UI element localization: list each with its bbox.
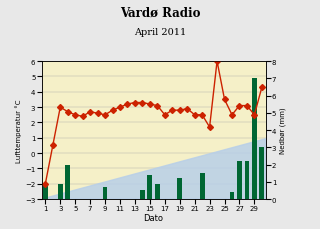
Bar [252,79,257,199]
Y-axis label: Lufttemperatur °C: Lufttemperatur °C [15,99,22,162]
Bar [140,191,145,199]
Bar [43,185,48,199]
Bar [237,161,242,199]
X-axis label: Dato: Dato [144,213,164,222]
Bar [244,161,249,199]
Bar [155,184,160,199]
Bar [260,148,264,199]
Bar [200,174,204,199]
Bar [177,179,182,199]
Bar [58,184,63,199]
Bar [65,165,70,199]
Bar [148,175,152,199]
Bar [103,187,108,199]
Y-axis label: Nedbør (mm): Nedbør (mm) [279,107,286,154]
Text: Vardø Radio: Vardø Radio [120,7,200,20]
Bar [229,192,235,199]
Text: April 2011: April 2011 [134,27,186,36]
Polygon shape [42,139,266,199]
